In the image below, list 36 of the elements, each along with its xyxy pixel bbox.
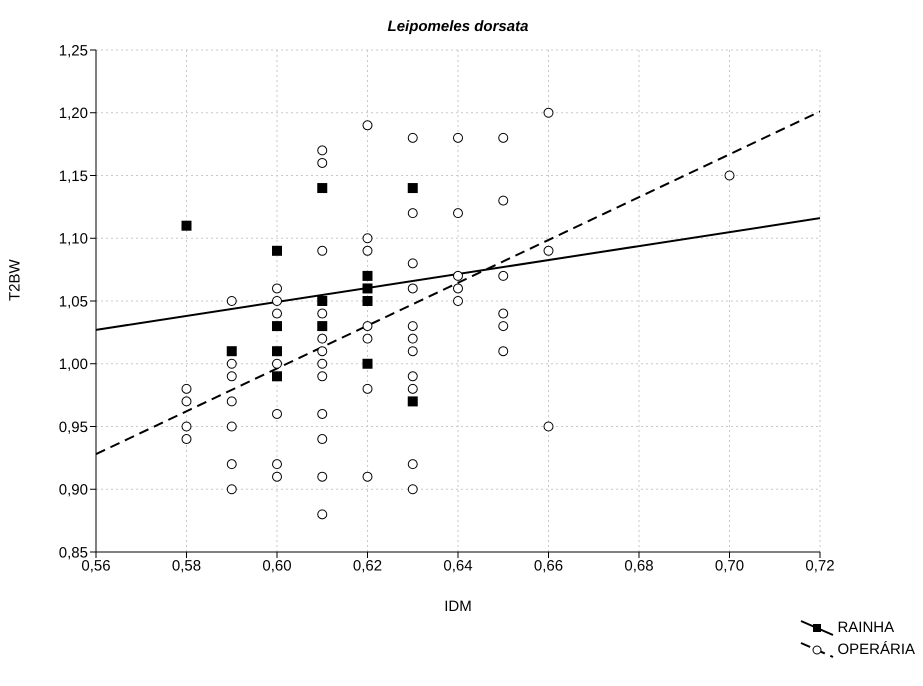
x-axis-title: IDM bbox=[444, 598, 472, 615]
x-tick-label: 0,64 bbox=[443, 558, 473, 575]
point bbox=[272, 246, 282, 256]
legend-label: OPERÁRIA bbox=[837, 640, 915, 658]
y-tick-label: 1,10 bbox=[58, 230, 88, 248]
point bbox=[226, 346, 237, 356]
point bbox=[408, 183, 418, 194]
x-tick-label: 0,66 bbox=[534, 558, 564, 575]
y-tick-label: 1,05 bbox=[58, 293, 88, 310]
point bbox=[317, 321, 328, 332]
x-tick-label: 0,62 bbox=[352, 558, 382, 575]
point bbox=[408, 396, 418, 406]
point bbox=[272, 321, 282, 332]
y-tick-label: 0,90 bbox=[58, 482, 88, 499]
x-tick-label: 0,68 bbox=[624, 558, 654, 575]
x-tick-label: 0,72 bbox=[805, 558, 835, 575]
point bbox=[362, 358, 372, 369]
point bbox=[182, 220, 192, 231]
point bbox=[317, 183, 328, 194]
point bbox=[272, 346, 282, 356]
x-tick-label: 0,58 bbox=[172, 558, 202, 575]
point bbox=[362, 296, 372, 306]
y-tick-label: 1,00 bbox=[58, 356, 88, 374]
point bbox=[362, 283, 372, 294]
chart-title: Leipomeles dorsata bbox=[386, 18, 530, 35]
x-tick-label: 0,70 bbox=[714, 558, 744, 575]
y-tick-label: 1,20 bbox=[58, 105, 88, 122]
y-tick-label: 0,95 bbox=[58, 418, 88, 436]
legend-label: RAINHA bbox=[837, 618, 894, 636]
point bbox=[317, 296, 328, 306]
x-tick-label: 0,60 bbox=[262, 558, 292, 575]
y-tick-label: 1,25 bbox=[58, 42, 88, 60]
y-tick-label: 1,15 bbox=[58, 168, 88, 185]
point bbox=[272, 371, 282, 382]
y-axis-title: T2BW bbox=[6, 258, 24, 301]
point bbox=[362, 270, 372, 281]
